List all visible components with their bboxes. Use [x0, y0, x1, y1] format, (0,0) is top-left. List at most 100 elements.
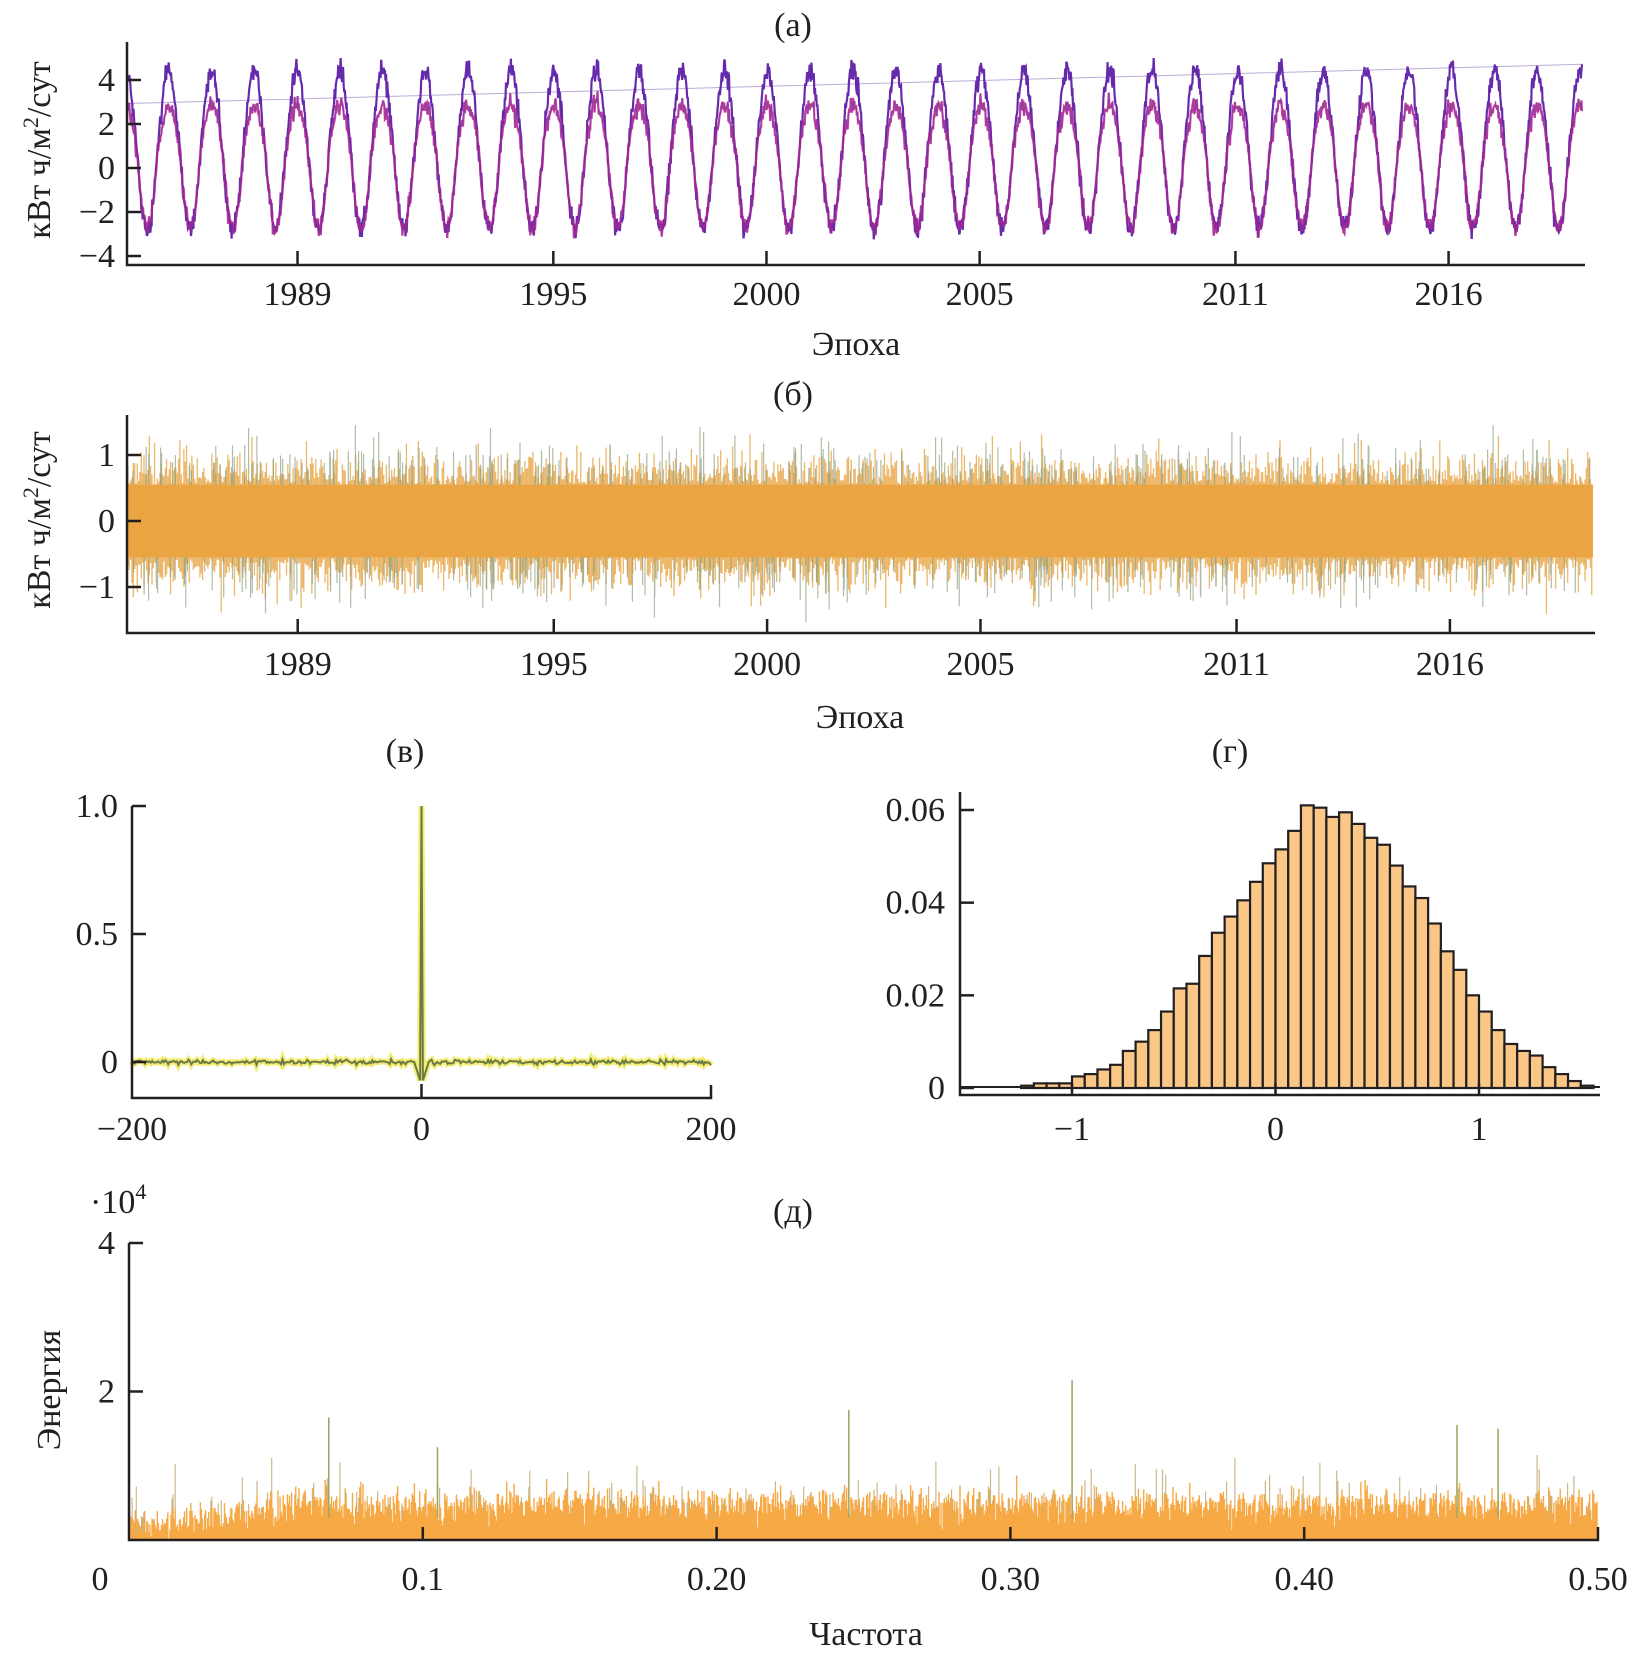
histogram-bar — [1058, 1082, 1074, 1090]
histogram-bar — [1236, 899, 1252, 1090]
panel-e-xticks: 0 0.1 0.20 0.30 0.40 0.50 — [92, 1527, 1628, 1598]
histogram-bar — [1477, 1010, 1493, 1090]
residual-outliers — [132, 425, 1591, 623]
x-tick-label: 200 — [686, 1111, 737, 1148]
panel-e: (д) ·104 42 0 0.1 0.20 0.30 0.40 0.50 Частота… — [31, 1179, 1628, 1653]
histogram-bar — [1198, 954, 1214, 1090]
histogram-bar — [1439, 950, 1455, 1090]
x-tick-label: 0 — [1267, 1111, 1284, 1148]
histogram-bar — [1159, 1010, 1175, 1090]
y-tick-label: 0.06 — [886, 792, 946, 829]
x-tick-label: 2000 — [733, 646, 801, 683]
panel-b-ylabel: кВт ч/м2/сут — [18, 431, 58, 609]
panel-e-axes — [127, 1243, 1600, 1542]
histogram-bar — [1452, 968, 1468, 1090]
periodogram-bars — [128, 1475, 1598, 1540]
y-tick-label: 0.5 — [76, 916, 119, 953]
panel-b-xlabel: Эпоха — [816, 699, 904, 736]
histogram-bar — [1401, 885, 1417, 1090]
panel-d-axes — [958, 792, 1600, 1097]
x-tick-label: 0.20 — [687, 1561, 747, 1598]
y-tick-label: 2 — [98, 1374, 115, 1411]
panel-a: (а) 4 2 0 −2 −4 1989 1995 2000 2005 2011 2016 Эпо… — [18, 7, 1585, 363]
histogram-bar — [1248, 880, 1264, 1090]
histogram-bar — [1414, 896, 1430, 1090]
panel-e-xlabel: Частота — [809, 1616, 923, 1653]
y-tick-label: −1 — [79, 569, 115, 606]
histogram-bar — [1210, 931, 1226, 1090]
y-tick-label: 0 — [101, 1044, 118, 1081]
histogram-bar — [1579, 1084, 1595, 1090]
y-tick-label: 2 — [98, 106, 115, 143]
y-tick-label: 0 — [98, 150, 115, 187]
x-tick-label: −200 — [97, 1111, 167, 1148]
histogram-bar — [1274, 848, 1290, 1090]
panel-d-title: (г) — [1212, 733, 1249, 770]
histogram-bar — [1528, 1054, 1544, 1090]
histogram-bar — [1121, 1049, 1137, 1090]
histogram-bar — [1516, 1049, 1531, 1090]
panel-a-xlabel: Эпоха — [812, 326, 900, 363]
histogram-bar — [1376, 843, 1392, 1090]
panel-c-title: (в) — [386, 733, 425, 770]
x-tick-label: 0 — [413, 1111, 430, 1148]
histogram-bar — [1147, 1028, 1163, 1090]
histogram-bar — [1070, 1075, 1086, 1090]
histogram-bar — [1185, 982, 1201, 1090]
y-tick-label: 0 — [98, 503, 115, 540]
series-line-lower — [126, 90, 1584, 239]
panel-a-axes — [125, 42, 1585, 267]
histogram-bar — [1045, 1082, 1061, 1090]
panel-e-title: (д) — [773, 1193, 813, 1230]
x-tick-label: 1995 — [519, 276, 587, 313]
histogram-bar — [1541, 1066, 1557, 1090]
y-tick-label: 0.02 — [886, 977, 946, 1014]
x-tick-label: 2011 — [1203, 646, 1270, 683]
residual-spikes — [127, 434, 1593, 614]
histogram-bar — [1172, 987, 1188, 1090]
y-tick-label: −4 — [79, 238, 115, 275]
panel-d-bars — [960, 804, 1600, 1090]
histogram-bar — [1134, 1040, 1150, 1090]
panel-b-series — [127, 425, 1593, 623]
panel-e-series — [128, 1380, 1598, 1540]
x-tick-label: 1995 — [520, 646, 588, 683]
x-tick-label: −1 — [1054, 1111, 1090, 1148]
y-tick-label: 4 — [98, 1225, 115, 1262]
histogram-bar — [1312, 806, 1328, 1090]
x-tick-label: 0.1 — [402, 1561, 445, 1598]
histogram-bar — [1363, 836, 1379, 1090]
histogram-bar — [1032, 1082, 1048, 1090]
y-tick-label: 0.04 — [886, 885, 946, 922]
histogram-bar — [1109, 1063, 1124, 1090]
panel-e-yticks: 42 — [98, 1225, 143, 1411]
acf-line — [131, 805, 712, 1081]
histogram-bar — [1388, 864, 1404, 1090]
x-tick-label: 1 — [1471, 1111, 1488, 1148]
panel-d: (г) 0.06 0.04 0.02 0 −1 0 1 — [886, 733, 1600, 1148]
series-line-fill — [127, 57, 1583, 240]
x-tick-label: 2016 — [1416, 646, 1484, 683]
histogram-bar — [1490, 1028, 1506, 1090]
x-tick-label: 2016 — [1415, 276, 1483, 313]
x-tick-label: 0.30 — [981, 1561, 1041, 1598]
panel-c-yticks: 1.0 0.5 0 — [76, 788, 146, 1081]
panel-c-series — [129, 805, 714, 1082]
x-tick-label: 1989 — [264, 276, 332, 313]
panel-c-xticks: −200 0 200 — [97, 1084, 737, 1148]
histogram-bar — [1020, 1084, 1035, 1090]
histogram-bar — [1083, 1072, 1099, 1090]
periodogram-spikes — [131, 1455, 1590, 1536]
x-tick-label: 0.50 — [1568, 1561, 1628, 1598]
panel-a-ylabel: кВт ч/м2/сут — [18, 61, 58, 239]
histogram-bar — [1096, 1068, 1112, 1090]
x-tick-label: 1989 — [264, 646, 332, 683]
x-tick-label: 2011 — [1202, 276, 1269, 313]
histogram-bar — [1427, 922, 1442, 1090]
histogram-bar — [1287, 829, 1303, 1090]
panel-b-xticks: 1989 1995 2000 2005 2011 2016 — [264, 619, 1484, 683]
panel-b: (б) 10−1 1989 1995 2000 2005 2011 2016 Эпоха … — [18, 376, 1595, 736]
y-tick-label: 4 — [98, 62, 115, 99]
x-tick-label: 2000 — [732, 276, 800, 313]
